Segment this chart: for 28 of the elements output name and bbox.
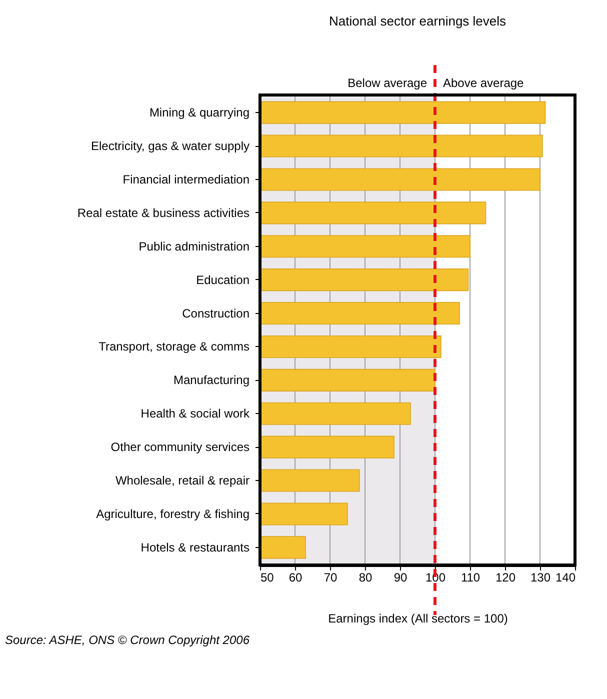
- y-tick-label: Hotels & restaurants: [140, 540, 250, 554]
- x-tick-label: 60: [288, 570, 302, 584]
- y-tick-label: Wholesale, retail & repair: [115, 474, 250, 488]
- y-tick-label: Manufacturing: [173, 373, 250, 388]
- x-tick-label: 70: [324, 570, 338, 584]
- band-label: Above average: [443, 76, 524, 90]
- y-tick-label: Financial intermediation: [122, 172, 250, 186]
- chart-title: National sector earnings levels: [328, 14, 507, 28]
- x-tick-label: 50: [260, 570, 274, 584]
- x-tick-label: 130: [530, 570, 551, 584]
- y-tick-label: Other community services: [110, 440, 250, 454]
- x-tick-label: 120: [495, 570, 516, 584]
- x-tick-label: 80: [358, 570, 372, 584]
- y-tick-label: Public administration: [138, 239, 250, 254]
- source-note: Source: ASHE, ONS © Crown Copyright 2006: [5, 633, 250, 647]
- y-tick-label: Mining & quarrying: [149, 106, 250, 120]
- y-tick-label: Health & social work: [140, 406, 250, 421]
- y-tick-label: Construction: [182, 306, 250, 320]
- x-tick-label: 110: [460, 570, 480, 584]
- y-tick-label: Electricity, gas & water supply: [90, 139, 250, 154]
- y-tick-label: Transport, storage & comms: [98, 340, 250, 354]
- x-axis-title: Earnings index (All sectors = 100): [328, 612, 508, 626]
- band-label: Below average: [348, 76, 428, 90]
- y-tick-label: Agriculture, forestry & fishing: [96, 506, 250, 521]
- x-tick-label: 140: [555, 570, 576, 584]
- x-tick-label: 90: [394, 570, 408, 584]
- y-tick-label: Education: [196, 272, 250, 287]
- y-tick-label: Real estate & business activities: [77, 206, 250, 220]
